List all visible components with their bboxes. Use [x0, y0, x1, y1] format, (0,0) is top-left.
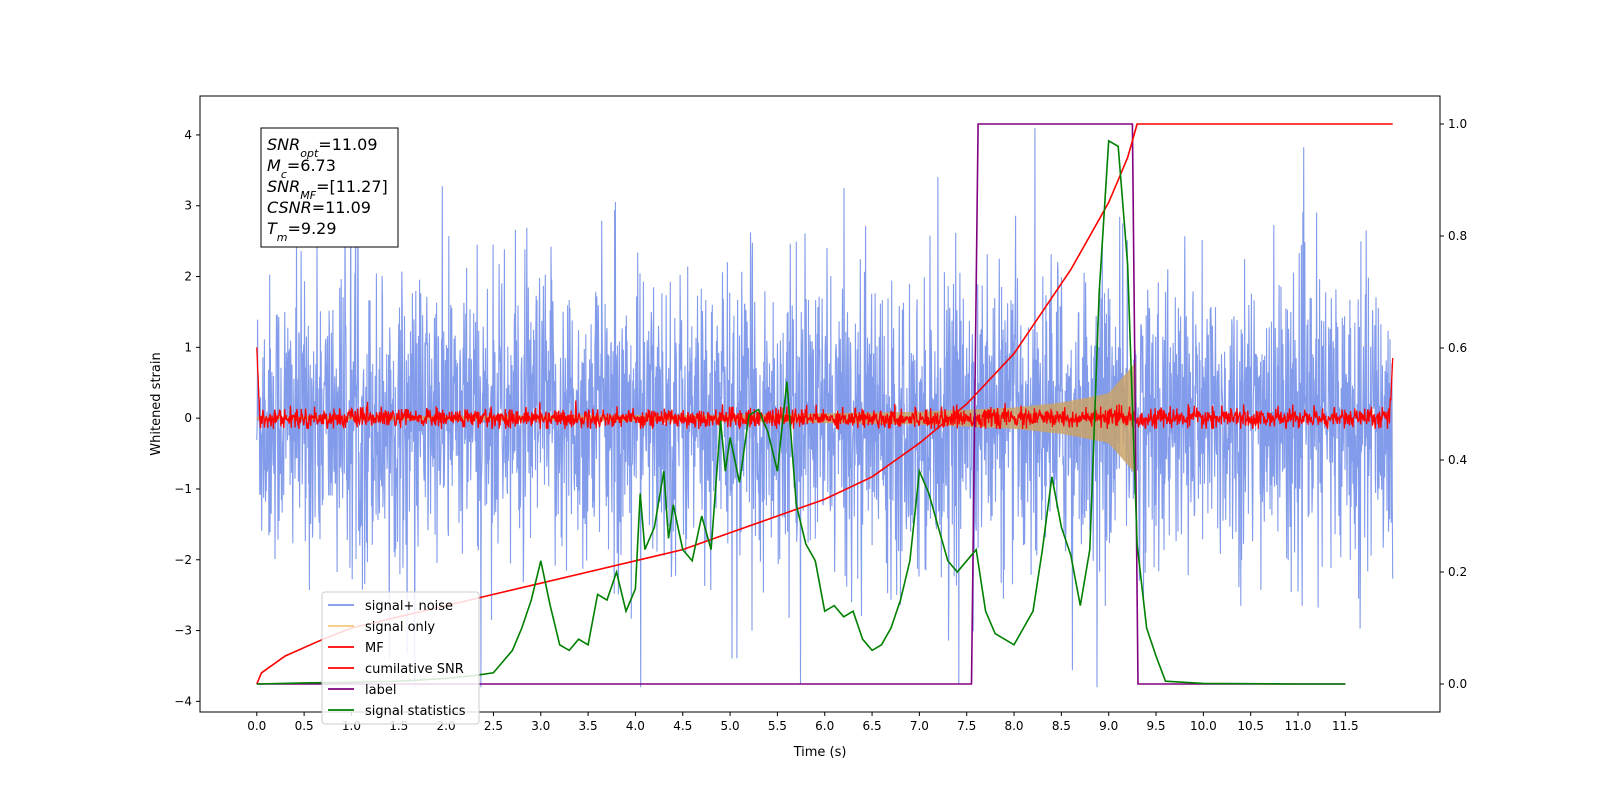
- series-mf: [256, 347, 1394, 430]
- legend-label: label: [365, 683, 396, 698]
- legend-label: signal+ noise: [365, 599, 453, 614]
- y-tick-label-right: 0.8: [1448, 229, 1467, 243]
- x-tick-label: 9.0: [1099, 719, 1118, 733]
- x-tick-label: 3.5: [579, 719, 598, 733]
- y-tick-label-right: 1.0: [1448, 117, 1467, 131]
- y-axis-right: 0.0 0.2 0.4 0.6 0.8 1.0: [1440, 117, 1467, 691]
- y-tick-label-left: 2: [184, 270, 192, 284]
- y-tick-label-left: −3: [174, 624, 192, 638]
- x-tick-label: 5.0: [721, 719, 740, 733]
- x-tick-label: 5.5: [768, 719, 787, 733]
- x-tick-label: 6.5: [863, 719, 882, 733]
- x-tick-label: 4.5: [673, 719, 692, 733]
- y-tick-label-left: 3: [184, 199, 192, 213]
- annotation-line: Tm=9.29: [267, 219, 337, 244]
- x-tick-label: 10.0: [1190, 719, 1217, 733]
- legend-label: cumilative SNR: [365, 662, 464, 677]
- series-signal-statistics: [256, 139, 1346, 685]
- y-axis-left: −4 −3 −2 −1 0 1 2 3 4: [174, 128, 200, 708]
- x-tick-label: 10.5: [1237, 719, 1264, 733]
- annotation-line: Mc=6.73: [267, 156, 336, 181]
- series-layer: [256, 123, 1394, 688]
- x-tick-label: 11.5: [1332, 719, 1359, 733]
- plot-frame: [199, 95, 1441, 713]
- y-tick-label-right: 0.4: [1448, 453, 1467, 467]
- x-tick-label: 7.0: [910, 719, 929, 733]
- x-tick-label: 8.5: [1052, 719, 1071, 733]
- y-axis-title-left: Whitened strain: [149, 352, 164, 455]
- legend-label: signal statistics: [365, 704, 466, 719]
- annotation-box: SNRopt=11.09Mc=6.73SNRMF=[11.27]CSNR=11.…: [260, 127, 399, 248]
- x-tick-label: 6.0: [815, 719, 834, 733]
- y-tick-label-left: −2: [174, 553, 192, 567]
- x-tick-label: 7.5: [957, 719, 976, 733]
- x-tick-label: 8.0: [1004, 719, 1023, 733]
- x-tick-label: 9.5: [1146, 719, 1165, 733]
- x-axis-title: Time (s): [793, 745, 847, 760]
- annotation-line: SNRMF=[11.27]: [267, 177, 388, 202]
- y-tick-label-left: −1: [174, 482, 192, 496]
- x-tick-label: 11.0: [1285, 719, 1312, 733]
- y-tick-label-left: −4: [174, 694, 192, 708]
- legend: signal+ noise signal only MF cumilative SNR…: [321, 591, 480, 725]
- series-label: [256, 123, 1346, 685]
- legend-frame: [321, 591, 480, 725]
- y-tick-label-right: 0.6: [1448, 341, 1467, 355]
- x-tick-label: 0.5: [295, 719, 314, 733]
- y-tick-label-left: 4: [184, 128, 192, 142]
- legend-label: signal only: [365, 620, 435, 635]
- x-tick-label: 0.0: [247, 719, 266, 733]
- annotation-lines: SNRopt=11.09Mc=6.73SNRMF=[11.27]CSNR=11.…: [267, 135, 388, 244]
- series-signal-noise: [256, 127, 1394, 688]
- y-tick-label-right: 0.2: [1448, 565, 1467, 579]
- legend-label: MF: [365, 641, 384, 656]
- x-tick-label: 3.0: [531, 719, 550, 733]
- y-tick-label-left: 1: [184, 340, 192, 354]
- x-tick-label: 2.5: [484, 719, 503, 733]
- y-tick-label-right: 0.0: [1448, 677, 1467, 691]
- annotation-line: SNRopt=11.09: [267, 135, 378, 160]
- annotation-line: CSNR=11.09: [267, 198, 371, 217]
- y-tick-label-left: 0: [184, 411, 192, 425]
- x-tick-label: 4.0: [626, 719, 645, 733]
